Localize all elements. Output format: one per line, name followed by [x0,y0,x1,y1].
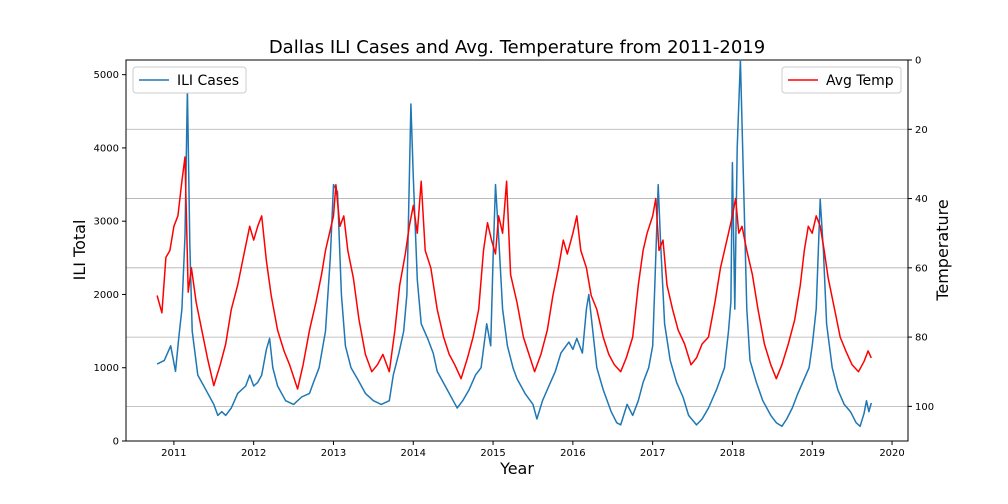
y-right-tick-label: 40 [915,194,928,205]
y-left-tick-label: 0 [113,437,119,448]
legend-right: Avg Temp [781,66,902,94]
y-left-tick-label: 3000 [94,217,119,228]
plot-frame [125,59,909,442]
chart-title: Dallas ILI Cases and Avg. Temperature fr… [269,37,765,58]
y-right-tick-label: 80 [915,333,928,344]
legend-right-box [781,66,902,94]
legend-left: ILI Cases [132,66,247,94]
y-right-tick-label: 20 [915,125,928,136]
y-left-tick-label: 1000 [94,363,119,374]
legend-right-label: Avg Temp [826,73,894,89]
y-left-tick-label: 4000 [94,143,119,154]
series-line-ili-cases [156,59,873,428]
axis-ticks: 2011 2012 2013 2014 2015 2016 2017 2018 2019 2020… [94,56,935,460]
y-right-tick-label: 0 [915,56,921,67]
x-tick-label: 2017 [640,448,665,459]
y-left-tick-label: 5000 [94,70,119,81]
x-axis-title: Year [499,459,534,478]
x-tick-label: 2011 [161,448,186,459]
x-tick-label: 2016 [560,448,585,459]
legend-left-label: ILI Cases [177,73,239,89]
x-tick-label: 2012 [241,448,266,459]
y-left-tick-label: 2000 [94,290,119,301]
x-tick-label: 2015 [480,448,505,459]
y-right-tick-label: 100 [915,402,934,413]
x-tick-label: 2019 [800,448,825,459]
x-tick-label: 2018 [720,448,745,459]
legend-left-box [132,66,247,94]
y-axis-title-left: ILI Total [70,220,89,281]
y-axis-title-right: Temperature [933,199,952,301]
x-tick-label: 2020 [879,448,904,459]
series-line-avg-temp [156,156,872,390]
x-tick-label: 2014 [401,448,426,459]
y-right-tick-label: 60 [915,263,928,274]
x-tick-label: 2013 [321,448,346,459]
gridlines [126,128,908,407]
